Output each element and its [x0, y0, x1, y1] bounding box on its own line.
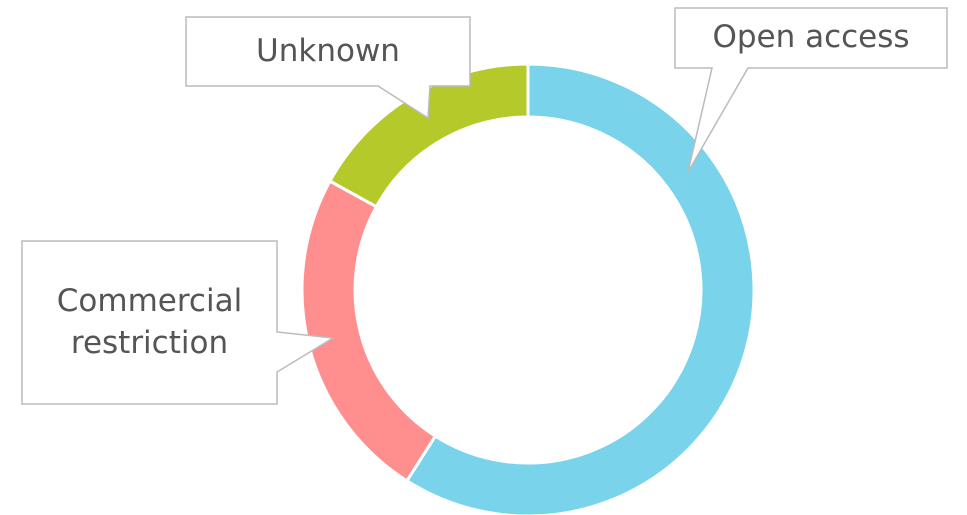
callout-label: Commercial restriction [56, 282, 243, 361]
donut-segment [300, 179, 438, 483]
callout-box [674, 7, 948, 173]
callout-box [185, 16, 471, 120]
callout-label: Open access [712, 19, 910, 56]
donut-segment [404, 62, 756, 515]
donut-segment [327, 62, 530, 209]
callout-label: Unknown [256, 32, 400, 69]
callout-box [21, 240, 336, 405]
